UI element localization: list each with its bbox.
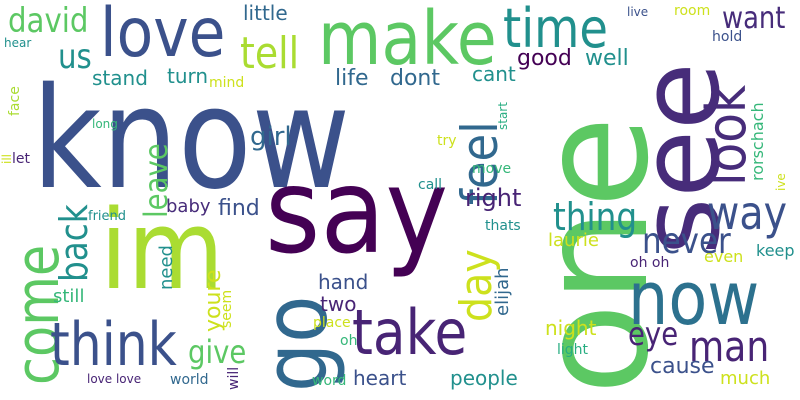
word-man: man: [689, 322, 770, 371]
word-make: make: [318, 0, 497, 82]
word-laurie: laurie: [548, 230, 599, 251]
word-find: find: [218, 196, 260, 221]
word-rorschach: rorschach: [748, 102, 767, 181]
word-place: place: [313, 315, 351, 331]
word-try: try: [437, 133, 457, 149]
word-light: light: [557, 342, 589, 358]
word-right: right: [465, 184, 522, 212]
word-little: little: [243, 1, 288, 25]
word-im: im: [100, 186, 224, 314]
word-thats: thats: [485, 218, 521, 234]
word-ive: ive: [774, 173, 788, 191]
word-room: room: [674, 3, 711, 19]
word-us: us: [58, 37, 92, 77]
word-mind: mind: [209, 75, 245, 91]
word-dont: dont: [390, 66, 440, 91]
word-will: will: [226, 366, 242, 390]
word-turn: turn: [167, 64, 209, 88]
word-seem: seem: [219, 289, 235, 328]
word-think: think: [50, 310, 177, 380]
word-give: give: [188, 333, 247, 371]
word-love-love: love love: [87, 372, 142, 386]
word-know: know: [32, 58, 351, 221]
word-long: long: [92, 117, 118, 131]
word-still: still: [53, 286, 85, 307]
word-elijah: elijah: [492, 267, 513, 316]
word-look: look: [695, 84, 758, 186]
word-much: much: [720, 368, 771, 389]
word-life: life: [335, 66, 369, 91]
word-oh: oh: [340, 333, 358, 349]
word-david: david: [8, 1, 89, 41]
word-hear: hear: [4, 36, 32, 50]
word-face: face: [7, 86, 23, 116]
word-ill: ill: [0, 153, 14, 164]
word-never: never: [642, 221, 731, 262]
word-good: good: [517, 46, 572, 71]
word-friend: friend: [88, 209, 127, 224]
word-hold: hold: [712, 29, 743, 45]
word-let: let: [12, 151, 30, 167]
word-baby: baby: [166, 196, 211, 217]
word-thing: thing: [553, 195, 638, 239]
word-want: want: [722, 1, 786, 36]
word-now: now: [628, 256, 760, 342]
word-two: two: [320, 292, 357, 316]
word-oh-oh: oh oh: [630, 255, 670, 271]
word-girl: girl: [250, 122, 292, 152]
word-people: people: [450, 366, 518, 390]
word-way: way: [707, 186, 788, 240]
word-even: even: [704, 247, 744, 266]
word-need: need: [156, 245, 177, 290]
word-world: world: [170, 372, 209, 388]
word-live: live: [627, 5, 649, 19]
word-say: say: [265, 142, 449, 280]
word-night: night: [545, 316, 597, 340]
word-hand: hand: [318, 270, 369, 294]
word-take: take: [352, 296, 468, 369]
word-eye: eye: [628, 315, 679, 353]
word-keep: keep: [756, 241, 795, 260]
word-move: move: [472, 161, 512, 177]
word-cant: cant: [472, 62, 516, 86]
word-cause: cause: [650, 354, 715, 379]
word-call: call: [418, 177, 443, 193]
word-love: love: [100, 0, 226, 73]
word-start: start: [496, 102, 510, 130]
word-word: word: [312, 373, 347, 389]
word-time: time: [503, 0, 608, 60]
word-stand: stand: [92, 66, 148, 90]
word-well: well: [585, 46, 629, 71]
word-tell: tell: [240, 28, 300, 79]
word-heart: heart: [353, 366, 407, 390]
